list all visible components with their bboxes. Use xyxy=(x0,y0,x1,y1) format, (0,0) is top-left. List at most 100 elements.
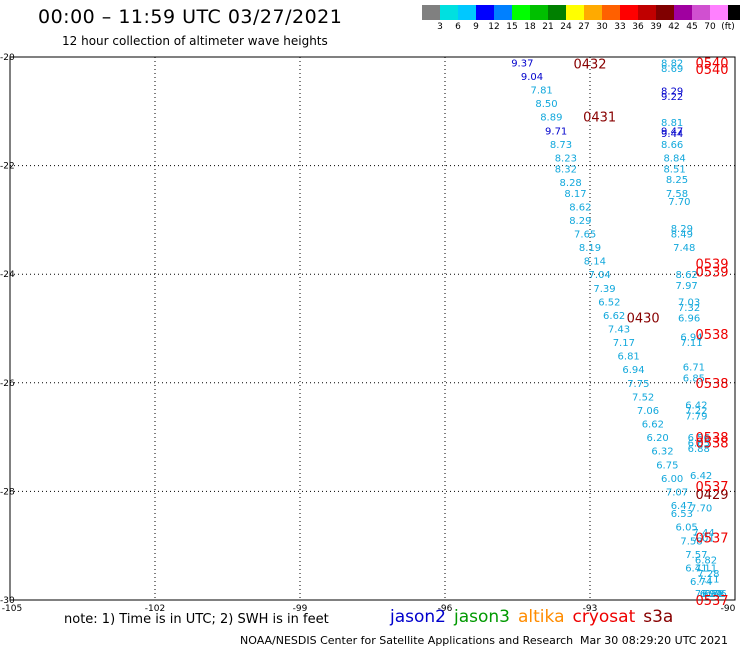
wave-height-value: 8.82 xyxy=(661,58,683,69)
satellite-name: s3a xyxy=(643,607,674,627)
pass-time-label: 0540 xyxy=(695,63,728,78)
wave-height-value: 7.11 xyxy=(695,563,717,574)
wave-height-value: 6.71 xyxy=(683,363,705,374)
wave-height-value: 7.65 xyxy=(574,229,596,240)
wave-height-value: 6.42 xyxy=(690,471,712,482)
wave-height-value: 7.58 xyxy=(680,536,702,547)
map-frame xyxy=(9,56,736,601)
wave-height-value: 6.88 xyxy=(688,444,710,455)
wave-height-value: 8.62 xyxy=(676,270,698,281)
wave-height-points: 9.37 9.04 7.81 8.50 8.89 9.71 8.73 8.238.32 8.28… xyxy=(511,58,727,600)
footer-note: note: 1) Time is in UTC; 2) SWH is in fe… xyxy=(64,612,329,627)
wave-height-value: 6.62 xyxy=(642,420,664,431)
wave-height-value: 6.29 xyxy=(700,589,722,600)
latitude-tick-label: -24 xyxy=(0,270,15,280)
legend-swatch xyxy=(710,5,728,20)
longitude-tick-label: -96 xyxy=(438,604,453,614)
wave-height-value: 7.70 xyxy=(668,197,690,208)
wave-height-value: 6.74 xyxy=(690,577,712,588)
legend-label: 33 xyxy=(614,22,626,32)
satellite-legend: jason2 jason3 altika cryosat s3a xyxy=(390,607,681,627)
wave-height-value: 6.00 xyxy=(661,474,683,485)
wave-height-value: 6.56 xyxy=(688,433,710,444)
wave-height-value: 7.11 xyxy=(697,574,719,585)
wave-height-value: 8.49 xyxy=(671,229,693,240)
wave-height-value: 8.23 xyxy=(555,153,577,164)
legend-swatch xyxy=(494,5,512,20)
longitude-tick-label: -90 xyxy=(721,604,736,614)
wave-height-value: 6.42 xyxy=(685,401,707,412)
wave-height-value: 7.07 xyxy=(666,487,688,498)
wave-height-value: 8.32 xyxy=(555,164,577,175)
wave-height-value: 7.52 xyxy=(632,392,654,403)
legend-label: 21 xyxy=(542,22,554,32)
wave-height-value: 9.04 xyxy=(521,72,543,83)
legend-swatch xyxy=(548,5,566,20)
latitude-tick-label: -26 xyxy=(0,379,15,389)
wave-height-value: 8.17 xyxy=(564,189,586,200)
wave-height-value: 8.66 xyxy=(661,140,683,151)
wave-height-value: 6.92 xyxy=(700,589,722,600)
wave-height-value: 7.57 xyxy=(685,550,707,561)
wave-height-value: 7.01 xyxy=(692,534,714,545)
wave-height-value: 6.20 xyxy=(647,433,669,444)
latitude-tick-label: -22 xyxy=(0,162,15,172)
legend-label: 27 xyxy=(578,22,590,32)
legend-swatch xyxy=(674,5,692,20)
legend-labels: 3 6 9 12 15 18 21 24 27 30 33 36 39 42 45 70 (ft) xyxy=(422,20,740,34)
pass-time-label: 0540 xyxy=(695,56,728,71)
legend-label: 9 xyxy=(473,22,479,32)
wave-height-value: 9.22 xyxy=(661,92,683,103)
legend-label: (ft) xyxy=(721,22,735,32)
wave-height-value: 8.29 xyxy=(569,216,591,227)
wave-height-value: 8.19 xyxy=(579,243,601,254)
legend-label: 12 xyxy=(488,22,500,32)
legend-swatch xyxy=(458,5,476,20)
legend-label: 42 xyxy=(668,22,680,32)
wave-height-value: 6.53 xyxy=(671,509,693,520)
legend-label: 30 xyxy=(596,22,608,32)
legend-swatch xyxy=(692,5,710,20)
legend-label: 3 xyxy=(437,22,443,32)
pass-time-label: 0430 xyxy=(627,312,660,327)
legend-label: 39 xyxy=(650,22,662,32)
wave-height-value: 7.39 xyxy=(593,284,615,295)
wave-height-value: 7.32 xyxy=(678,303,700,314)
pass-time-label: 0537 xyxy=(695,480,728,495)
wave-height-value: 8.81 xyxy=(661,118,683,129)
wave-height-value: 7.28 xyxy=(697,569,719,580)
legend-swatch xyxy=(566,5,584,20)
page-subtitle: 12 hour collection of altimeter wave hei… xyxy=(62,34,328,48)
pass-time-labels: 0432043104300429054005400539053905380538… xyxy=(573,56,728,609)
wave-height-value: 9.71 xyxy=(545,126,567,137)
pass-time-label: 0431 xyxy=(583,111,616,126)
pass-time-label: 0539 xyxy=(695,257,728,272)
credit-text: NOAA/NESDIS Center for Satellite Applica… xyxy=(240,634,574,647)
legend-label: 70 xyxy=(704,22,716,32)
pass-time-label: 0538 xyxy=(695,328,728,343)
wave-height-value: 6.52 xyxy=(598,297,620,308)
pass-time-label: 0539 xyxy=(695,265,728,280)
wave-height-value: 8.62 xyxy=(569,202,591,213)
generated-timestamp: Mar 30 08:29:20 UTC 2021 xyxy=(580,634,728,647)
wave-height-value: 7.11 xyxy=(680,338,702,349)
latitude-labels: -20 -22 -24 -26 -28 -30 xyxy=(0,53,15,606)
grid-lines xyxy=(10,56,735,600)
legend-swatch xyxy=(656,5,674,20)
wave-height-value: 6.94 xyxy=(622,365,644,376)
satellite-name: jason2 xyxy=(390,607,446,627)
legend-label: 18 xyxy=(524,22,536,32)
wave-height-value: 6.81 xyxy=(618,352,640,363)
wave-height-value: 9.44 xyxy=(661,129,683,140)
wave-height-value: 6.94 xyxy=(680,333,702,344)
wave-height-value: 6.75 xyxy=(656,460,678,471)
wave-height-value: 8.50 xyxy=(535,99,557,110)
color-legend: 3 6 9 12 15 18 21 24 27 30 33 36 39 42 45 70 (ft) xyxy=(422,5,740,34)
wave-height-value: 7.70 xyxy=(690,504,712,515)
wave-height-value: 7.97 xyxy=(676,281,698,292)
wave-height-value: 8.73 xyxy=(550,140,572,151)
legend-label: 45 xyxy=(686,22,698,32)
legend-swatch xyxy=(728,5,740,20)
satellite-name: cryosat xyxy=(572,607,636,627)
